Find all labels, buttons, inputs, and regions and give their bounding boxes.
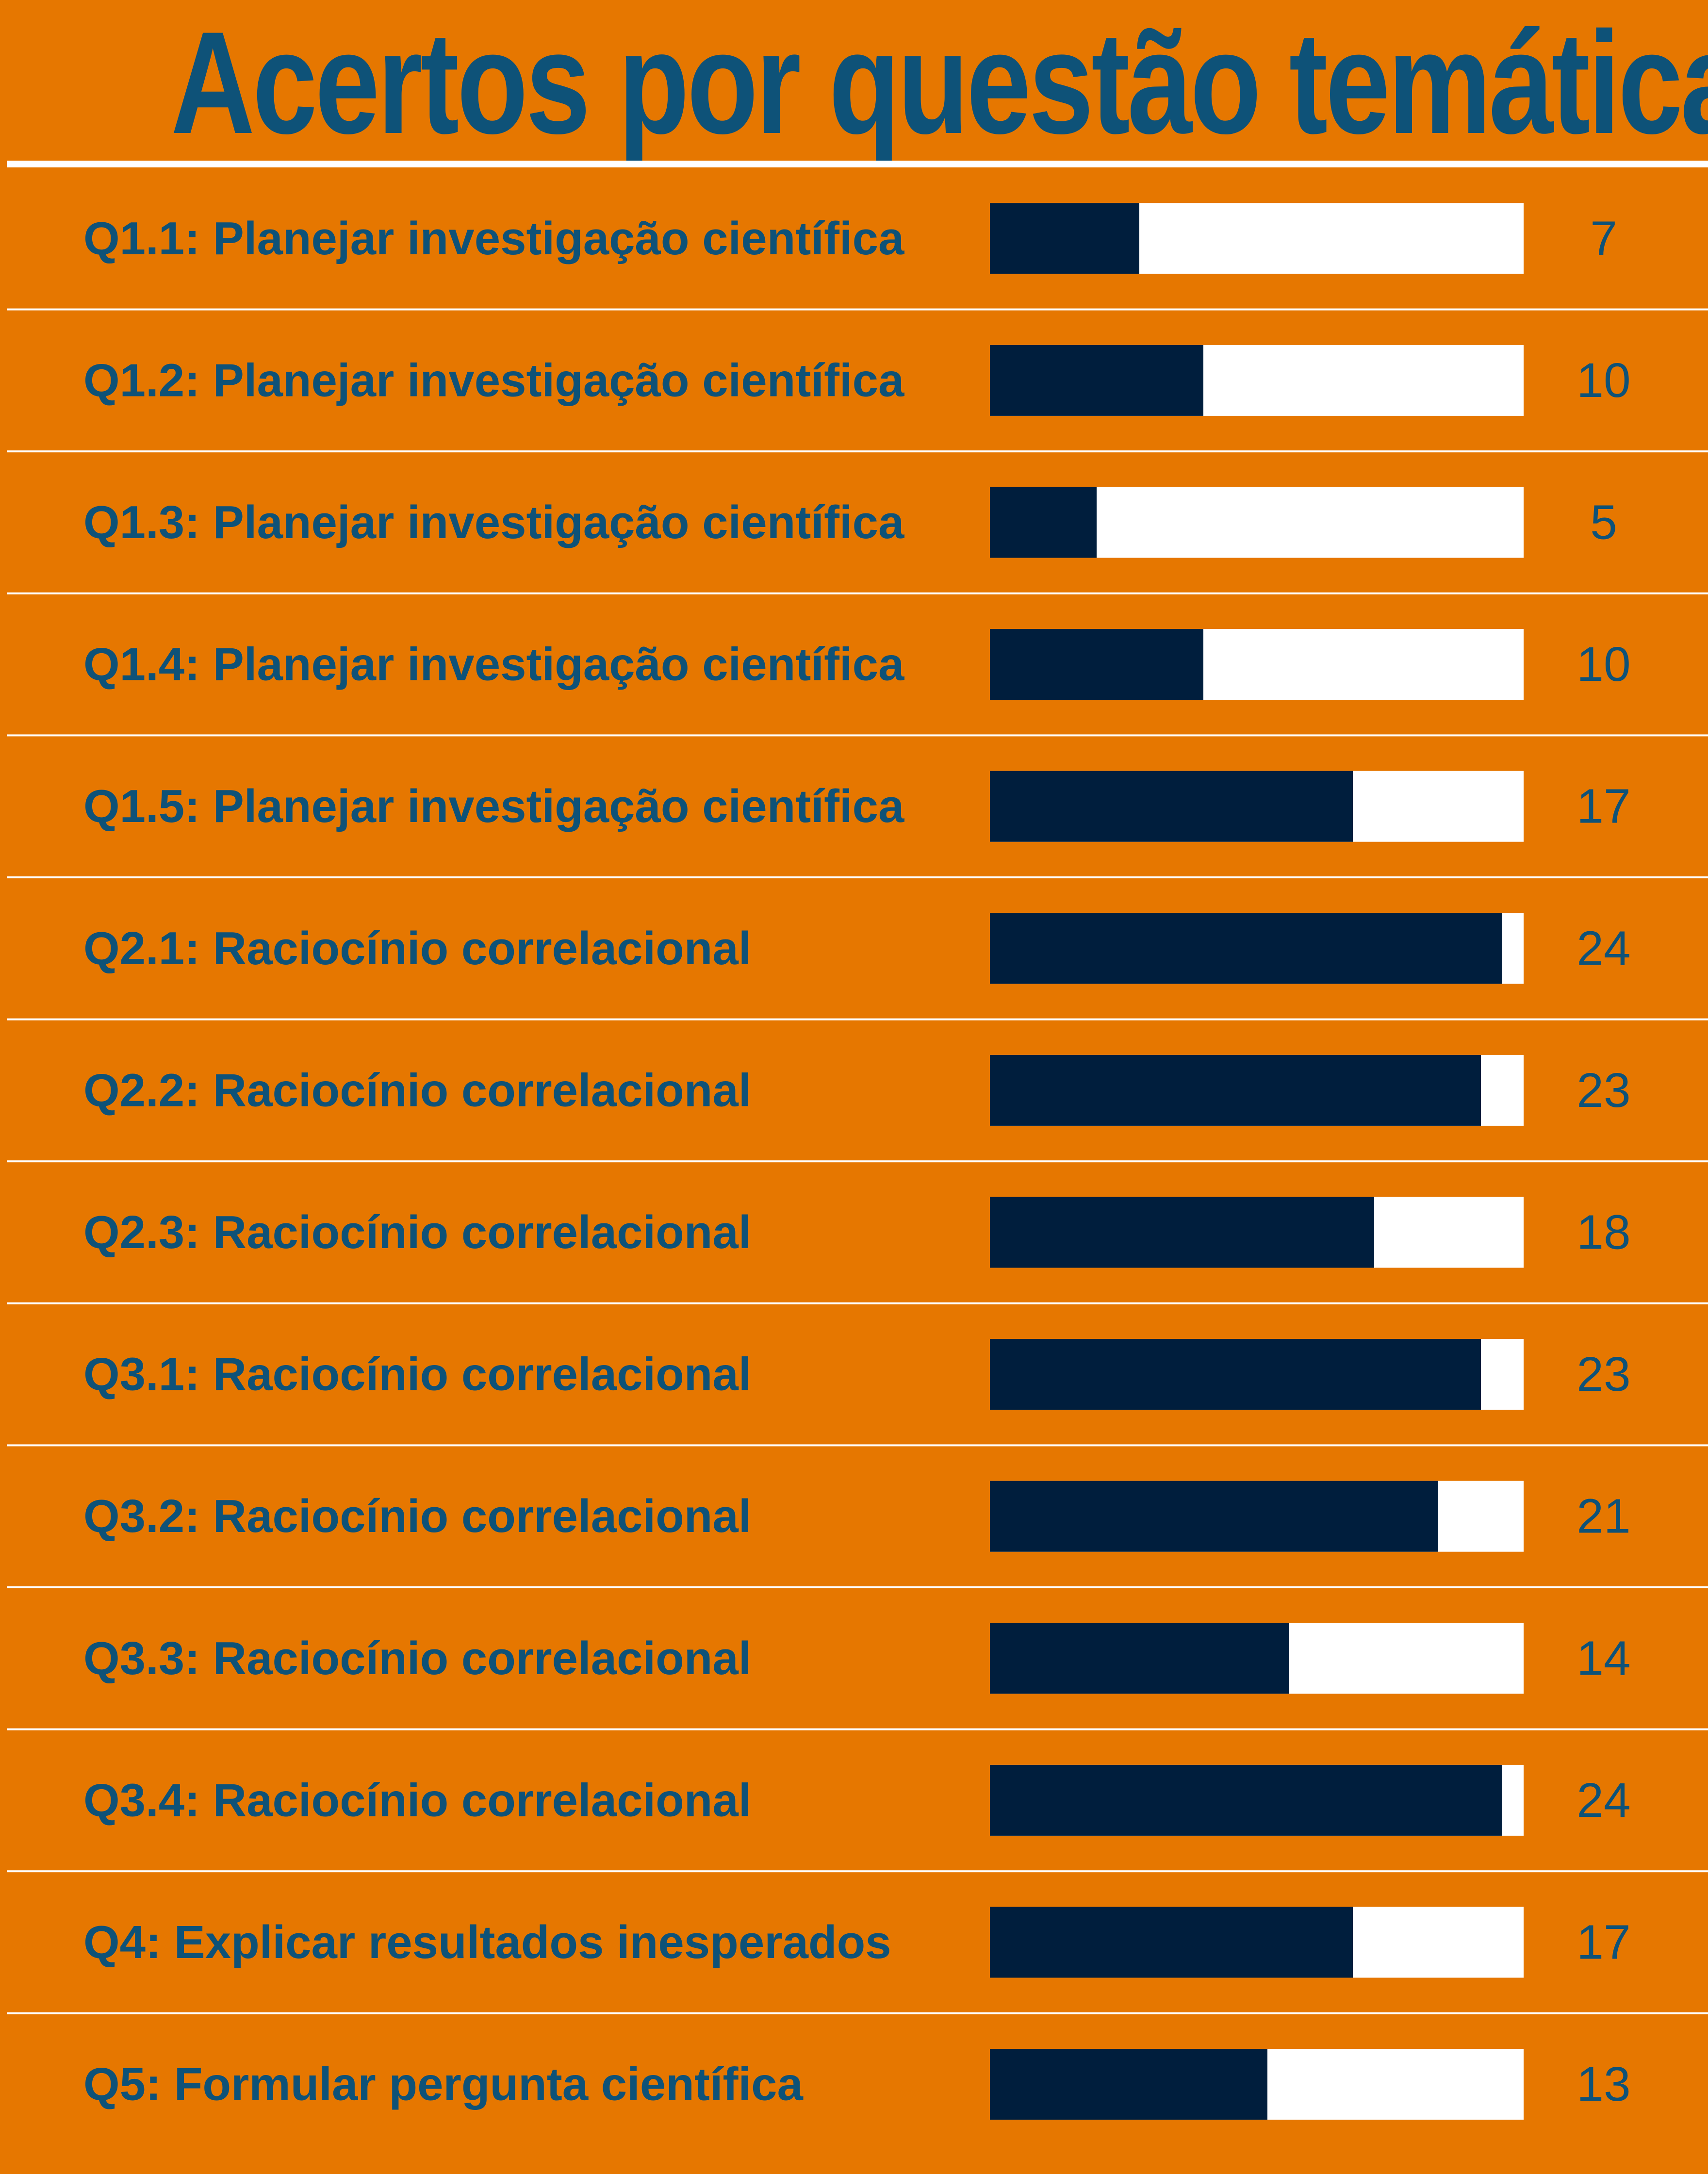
row-divider — [7, 1586, 1708, 1588]
bar — [990, 1907, 1353, 1978]
row-divider — [7, 876, 1708, 878]
bar — [990, 1764, 1502, 1836]
category-label: Q1.2: Planejar investigação científica — [83, 354, 904, 406]
category-label: Q1.3: Planejar investigação científica — [83, 496, 904, 548]
data-label: 23 — [1577, 1063, 1630, 1118]
row-divider — [7, 1728, 1708, 1730]
title-underline — [7, 161, 1708, 167]
row-divider — [7, 734, 1708, 737]
chart-title: Acertos por questão temática — [171, 1, 1708, 164]
bar — [990, 771, 1353, 842]
bar — [990, 1197, 1374, 1268]
category-label: Q2.1: Raciocínio correlacional — [83, 922, 751, 974]
data-label: 10 — [1577, 353, 1630, 408]
category-label: Q3.1: Raciocínio correlacional — [83, 1349, 751, 1400]
category-label: Q3.4: Raciocínio correlacional — [83, 1774, 751, 1826]
row-divider — [7, 1870, 1708, 1873]
bar — [990, 2049, 1267, 2120]
row-divider — [7, 2012, 1708, 2014]
category-label: Q4: Explicar resultados inesperados — [83, 1916, 891, 1968]
category-label: Q1.4: Planejar investigação científica — [83, 639, 904, 691]
data-label: 14 — [1577, 1631, 1630, 1685]
bar — [990, 1339, 1481, 1410]
row-divider — [7, 1302, 1708, 1304]
bar — [990, 1623, 1289, 1694]
bar — [990, 1481, 1438, 1552]
bar — [990, 913, 1502, 984]
data-label: 21 — [1577, 1489, 1630, 1544]
category-label: Q5: Formular pergunta científica — [83, 2059, 804, 2110]
category-label: Q3.3: Raciocínio correlacional — [83, 1632, 751, 1684]
data-label: 5 — [1590, 495, 1617, 550]
data-label: 17 — [1577, 779, 1630, 834]
category-label: Q1.1: Planejar investigação científica — [83, 213, 904, 264]
bar — [990, 203, 1139, 274]
row-divider — [7, 1444, 1708, 1447]
category-label: Q1.5: Planejar investigação científica — [83, 780, 904, 832]
category-label: Q3.2: Raciocínio correlacional — [83, 1490, 751, 1542]
row-divider — [7, 1018, 1708, 1021]
data-label: 17 — [1577, 1915, 1630, 1970]
data-label: 24 — [1577, 921, 1630, 975]
data-label: 18 — [1577, 1205, 1630, 1260]
row-divider — [7, 308, 1708, 311]
data-label: 10 — [1577, 637, 1630, 692]
row-divider — [7, 450, 1708, 453]
data-label: 13 — [1577, 2057, 1630, 2111]
bar — [990, 1054, 1481, 1126]
bar — [990, 487, 1097, 558]
data-label: 24 — [1577, 1773, 1630, 1828]
row-divider — [7, 592, 1708, 594]
bar — [990, 629, 1203, 700]
data-label: 7 — [1590, 211, 1617, 265]
data-label: 23 — [1577, 1347, 1630, 1401]
bar — [990, 345, 1203, 416]
row-divider — [7, 1160, 1708, 1163]
category-label: Q2.3: Raciocínio correlacional — [83, 1206, 751, 1258]
category-label: Q2.2: Raciocínio correlacional — [83, 1064, 751, 1116]
